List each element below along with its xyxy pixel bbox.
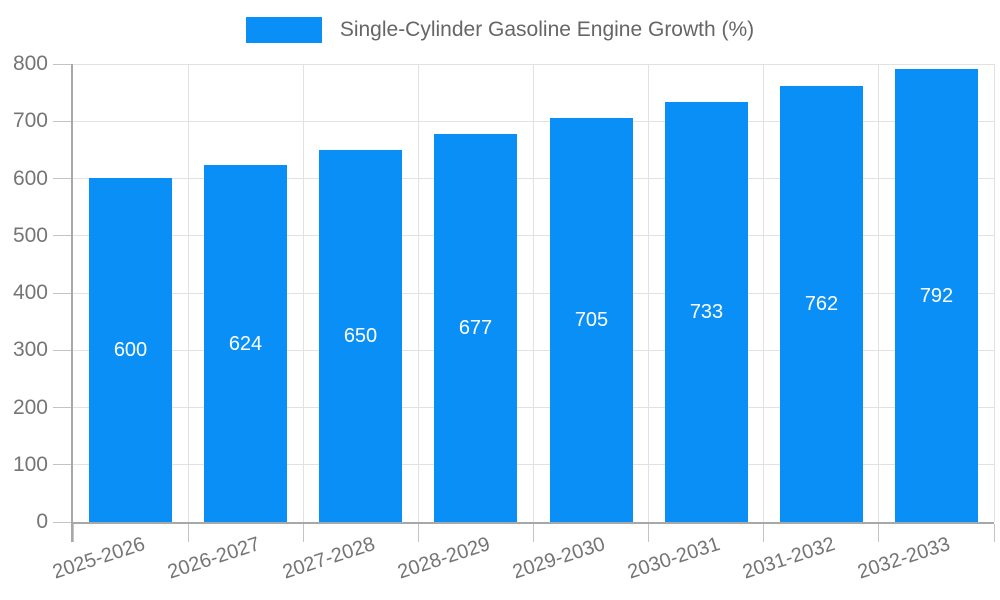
y-axis-label: 500 bbox=[12, 223, 48, 247]
y-axis-label: 600 bbox=[12, 166, 48, 190]
y-axis-tick bbox=[53, 464, 71, 466]
x-gridline bbox=[417, 64, 419, 522]
x-gridline bbox=[993, 64, 995, 522]
plot-area: 0 100 200 300 400 500 600 700 800 600 2025-2026 624… bbox=[13, 53, 995, 583]
y-axis-tick bbox=[53, 63, 71, 65]
x-gridline bbox=[878, 64, 880, 522]
bar: 733 bbox=[665, 102, 748, 522]
bar-value-label: 677 bbox=[458, 317, 493, 339]
y-axis-label: 300 bbox=[12, 338, 48, 362]
bar-value-label: 762 bbox=[804, 293, 839, 315]
y-axis-tick bbox=[53, 235, 71, 237]
bar: 600 bbox=[89, 178, 172, 522]
x-axis-tick bbox=[763, 524, 765, 542]
x-axis-tick bbox=[648, 524, 650, 542]
y-axis-tick bbox=[53, 292, 71, 294]
x-axis-tick bbox=[187, 524, 189, 542]
bar: 792 bbox=[895, 69, 978, 522]
x-gridline bbox=[763, 64, 765, 522]
x-axis-tick bbox=[417, 524, 419, 542]
bar-value-label: 792 bbox=[919, 284, 954, 307]
y-axis-line bbox=[71, 64, 73, 542]
x-axis-line bbox=[71, 522, 994, 524]
bar-value-label: 624 bbox=[228, 332, 263, 355]
y-axis-label: 700 bbox=[12, 109, 48, 133]
bar: 624 bbox=[204, 165, 287, 522]
bar: 677 bbox=[434, 134, 517, 522]
y-axis-tick bbox=[53, 120, 71, 122]
x-gridline bbox=[648, 64, 650, 522]
y-axis-label: 400 bbox=[12, 281, 48, 304]
bar-value-label: 705 bbox=[574, 309, 609, 331]
bar-value-label: 650 bbox=[343, 325, 378, 347]
y-axis-label: 0 bbox=[36, 510, 48, 533]
x-axis-tick bbox=[878, 524, 880, 542]
y-axis-tick bbox=[53, 521, 71, 523]
x-gridline bbox=[302, 64, 304, 522]
legend-swatch bbox=[245, 17, 322, 43]
x-gridline bbox=[187, 64, 189, 522]
bar: 650 bbox=[319, 150, 402, 522]
y-axis-tick bbox=[53, 349, 71, 351]
x-axis-tick bbox=[302, 524, 304, 542]
y-axis-tick bbox=[53, 407, 71, 408]
x-axis-tick bbox=[533, 524, 534, 542]
y-axis-label: 200 bbox=[12, 395, 48, 419]
bar: 705 bbox=[550, 118, 633, 522]
legend-label: Single-Cylinder Gasoline Engine Growth (… bbox=[339, 18, 755, 41]
bar: 762 bbox=[780, 86, 863, 522]
y-axis-tick bbox=[53, 178, 71, 179]
x-gridline bbox=[533, 64, 534, 522]
chart-legend: Single-Cylinder Gasoline Engine Growth (… bbox=[0, 17, 1000, 43]
bar-value-label: 733 bbox=[689, 301, 724, 323]
bar-value-label: 600 bbox=[113, 339, 148, 361]
x-axis-tick bbox=[72, 524, 74, 542]
x-axis-tick bbox=[993, 524, 995, 542]
y-axis-label: 100 bbox=[12, 452, 48, 476]
y-axis-label: 800 bbox=[12, 52, 48, 75]
